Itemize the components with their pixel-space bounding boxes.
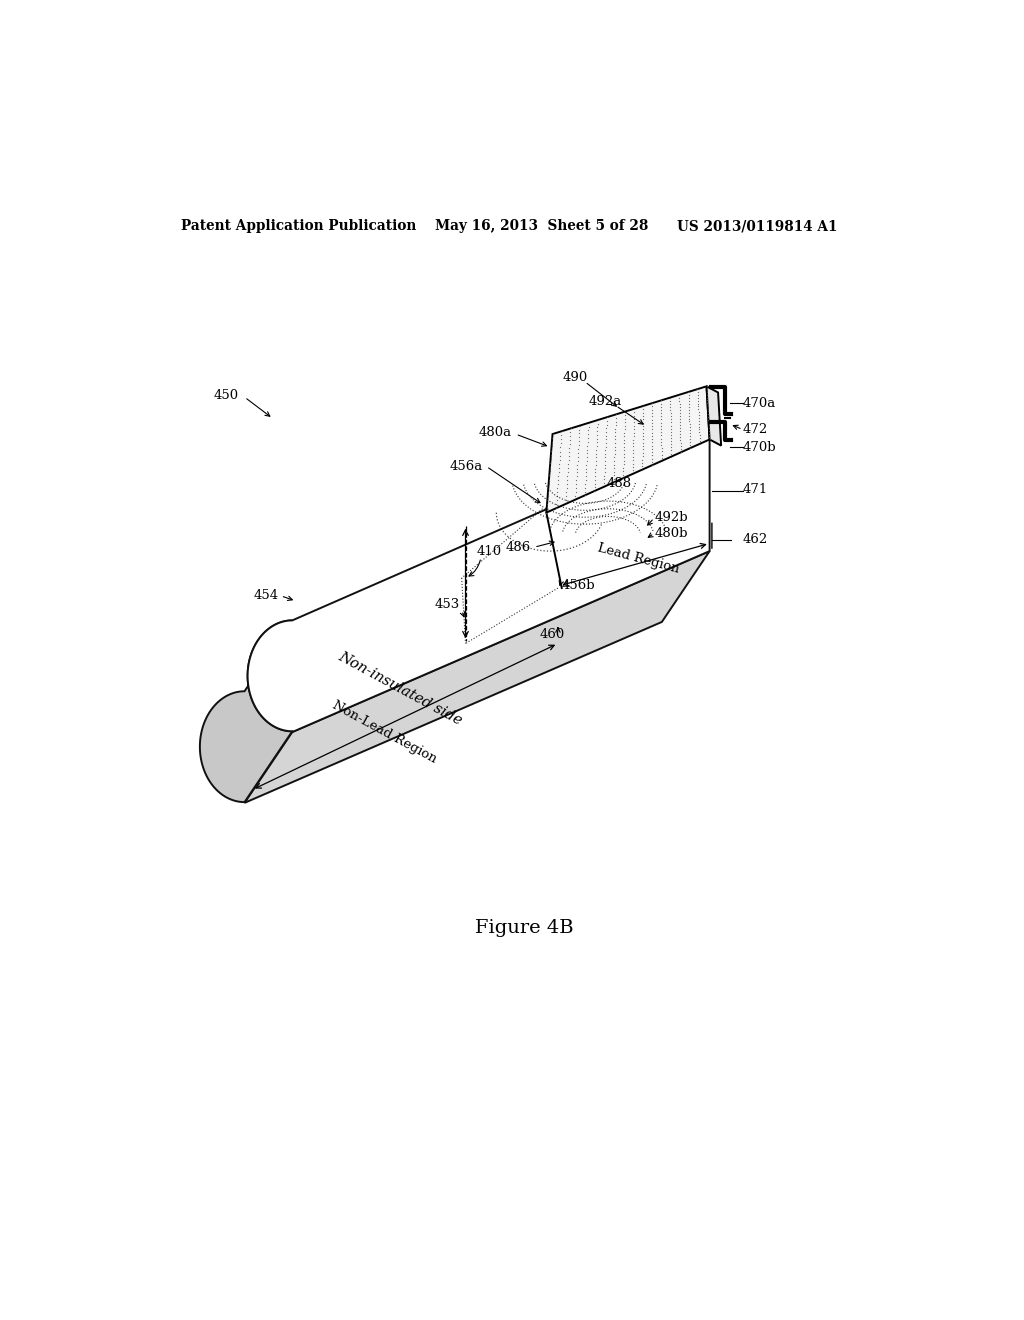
Text: 471: 471 (742, 483, 768, 496)
Text: Lead Region: Lead Region (596, 541, 681, 576)
Polygon shape (248, 438, 710, 733)
Text: 456a: 456a (450, 459, 483, 473)
Text: 486: 486 (506, 541, 531, 554)
Text: Patent Application Publication: Patent Application Publication (180, 219, 416, 234)
Polygon shape (245, 552, 710, 803)
Text: 472: 472 (742, 422, 768, 436)
Text: 480a: 480a (478, 426, 512, 440)
Text: 460: 460 (540, 628, 565, 640)
Text: May 16, 2013  Sheet 5 of 28: May 16, 2013 Sheet 5 of 28 (435, 219, 648, 234)
Text: 453: 453 (435, 598, 460, 611)
Polygon shape (547, 387, 710, 512)
Text: 490: 490 (563, 371, 588, 384)
Text: 470b: 470b (742, 441, 776, 454)
Polygon shape (707, 387, 721, 446)
Text: 456b: 456b (562, 579, 595, 593)
Text: 450: 450 (213, 389, 239, 403)
Text: 480b: 480b (654, 527, 688, 540)
Text: 492a: 492a (589, 395, 623, 408)
Text: 462: 462 (742, 533, 768, 546)
Text: 410: 410 (477, 545, 502, 557)
Text: US 2013/0119814 A1: US 2013/0119814 A1 (677, 219, 838, 234)
Text: Non-insulated side: Non-insulated side (336, 649, 464, 727)
Text: Non-Lead Region: Non-Lead Region (331, 698, 439, 766)
Text: 454: 454 (253, 589, 279, 602)
Text: Figure 4B: Figure 4B (475, 920, 574, 937)
Text: 488: 488 (607, 477, 632, 490)
Text: 492b: 492b (654, 511, 688, 524)
Polygon shape (200, 620, 292, 803)
Text: 470a: 470a (742, 397, 776, 409)
